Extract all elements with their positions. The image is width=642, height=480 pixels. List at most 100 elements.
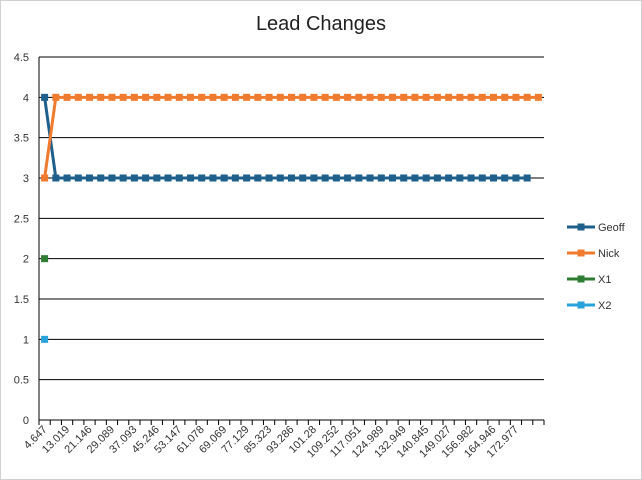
data-point-nick — [108, 93, 116, 101]
y-tick-label: 3 — [23, 173, 29, 185]
data-point-nick — [321, 93, 329, 101]
data-point-geoff — [265, 174, 273, 182]
data-point-nick — [422, 93, 430, 101]
data-point-nick — [310, 93, 318, 101]
data-point-geoff — [220, 174, 228, 182]
data-point-nick — [366, 93, 374, 101]
data-point-geoff — [231, 174, 239, 182]
data-point-geoff — [41, 93, 49, 101]
data-point-geoff — [411, 174, 419, 182]
data-point-geoff — [490, 174, 497, 182]
data-point-nick — [175, 93, 183, 101]
data-point-nick — [142, 93, 150, 101]
data-point-nick — [344, 93, 352, 101]
legend: Geoff Nick X1 X2 — [567, 222, 626, 312]
data-point-nick — [187, 93, 194, 101]
data-point-geoff — [400, 174, 408, 182]
data-point-nick — [355, 93, 363, 101]
data-point-nick — [400, 93, 408, 101]
data-point-geoff — [310, 174, 318, 182]
data-point-nick — [243, 93, 251, 101]
data-point-nick — [74, 93, 82, 101]
data-point-geoff — [187, 174, 194, 182]
data-point-geoff — [467, 174, 475, 182]
data-point-nick — [377, 93, 385, 101]
legend-label-x1: X1 — [598, 274, 611, 286]
data-point-nick — [478, 93, 486, 101]
data-point-nick — [41, 174, 49, 182]
y-axis-ticks: 0 0.5 1 1.5 2 2.5 3 3.5 4 4.5 — [14, 52, 29, 427]
data-point-geoff — [108, 174, 116, 182]
data-point-nick — [389, 93, 396, 101]
data-point-x1 — [41, 255, 49, 263]
data-point-geoff — [355, 174, 363, 182]
series-layer — [41, 93, 542, 343]
data-point-geoff — [86, 174, 93, 182]
data-point-geoff — [52, 174, 60, 182]
data-point-nick — [411, 93, 419, 101]
data-point-geoff — [198, 174, 206, 182]
data-point-geoff — [299, 174, 307, 182]
legend-label-nick: Nick — [598, 248, 620, 260]
data-point-nick — [299, 93, 307, 101]
data-point-geoff — [288, 174, 295, 182]
data-point-geoff — [389, 174, 396, 182]
data-point-nick — [276, 93, 284, 101]
data-point-geoff — [445, 174, 453, 182]
data-point-geoff — [523, 174, 531, 182]
legend-marker-x2 — [577, 301, 585, 309]
legend-label-geoff: Geoff — [598, 222, 626, 234]
data-point-geoff — [119, 174, 127, 182]
y-tick-label: 2 — [23, 254, 29, 266]
data-point-geoff — [321, 174, 329, 182]
y-tick-label: 1 — [23, 334, 29, 346]
data-point-geoff — [276, 174, 284, 182]
data-point-geoff — [366, 174, 374, 182]
data-point-nick — [265, 93, 273, 101]
data-point-nick — [445, 93, 453, 101]
data-point-nick — [254, 93, 262, 101]
data-point-nick — [490, 93, 497, 101]
data-point-nick — [209, 93, 217, 101]
data-point-geoff — [456, 174, 464, 182]
data-point-nick — [86, 93, 93, 101]
data-point-geoff — [254, 174, 262, 182]
data-point-geoff — [142, 174, 150, 182]
data-point-nick — [220, 93, 228, 101]
data-point-geoff — [332, 174, 340, 182]
data-point-nick — [523, 93, 531, 101]
gridlines — [39, 56, 544, 421]
data-point-nick — [512, 93, 520, 101]
data-point-nick — [332, 93, 340, 101]
data-point-geoff — [209, 174, 217, 182]
data-point-geoff — [377, 174, 385, 182]
y-tick-label: 3.5 — [14, 133, 29, 145]
data-point-nick — [231, 93, 239, 101]
data-point-nick — [198, 93, 206, 101]
data-point-nick — [164, 93, 172, 101]
data-point-geoff — [243, 174, 251, 182]
data-point-nick — [456, 93, 464, 101]
data-point-nick — [52, 93, 60, 101]
data-point-nick — [467, 93, 475, 101]
data-point-geoff — [164, 174, 172, 182]
data-point-geoff — [130, 174, 138, 182]
data-point-geoff — [512, 174, 520, 182]
y-tick-label: 0.5 — [14, 375, 29, 387]
data-point-nick — [433, 93, 441, 101]
data-point-nick — [63, 93, 71, 101]
y-tick-label: 4 — [23, 92, 29, 104]
data-point-nick — [288, 93, 295, 101]
data-point-geoff — [63, 174, 71, 182]
legend-marker-x1 — [577, 275, 585, 283]
data-point-geoff — [422, 174, 430, 182]
data-point-nick — [153, 93, 161, 101]
data-point-nick — [130, 93, 138, 101]
data-point-nick — [501, 93, 509, 101]
data-point-geoff — [478, 174, 486, 182]
chart-title: Lead Changes — [255, 13, 387, 35]
legend-marker-nick — [577, 249, 585, 257]
data-point-geoff — [344, 174, 352, 182]
